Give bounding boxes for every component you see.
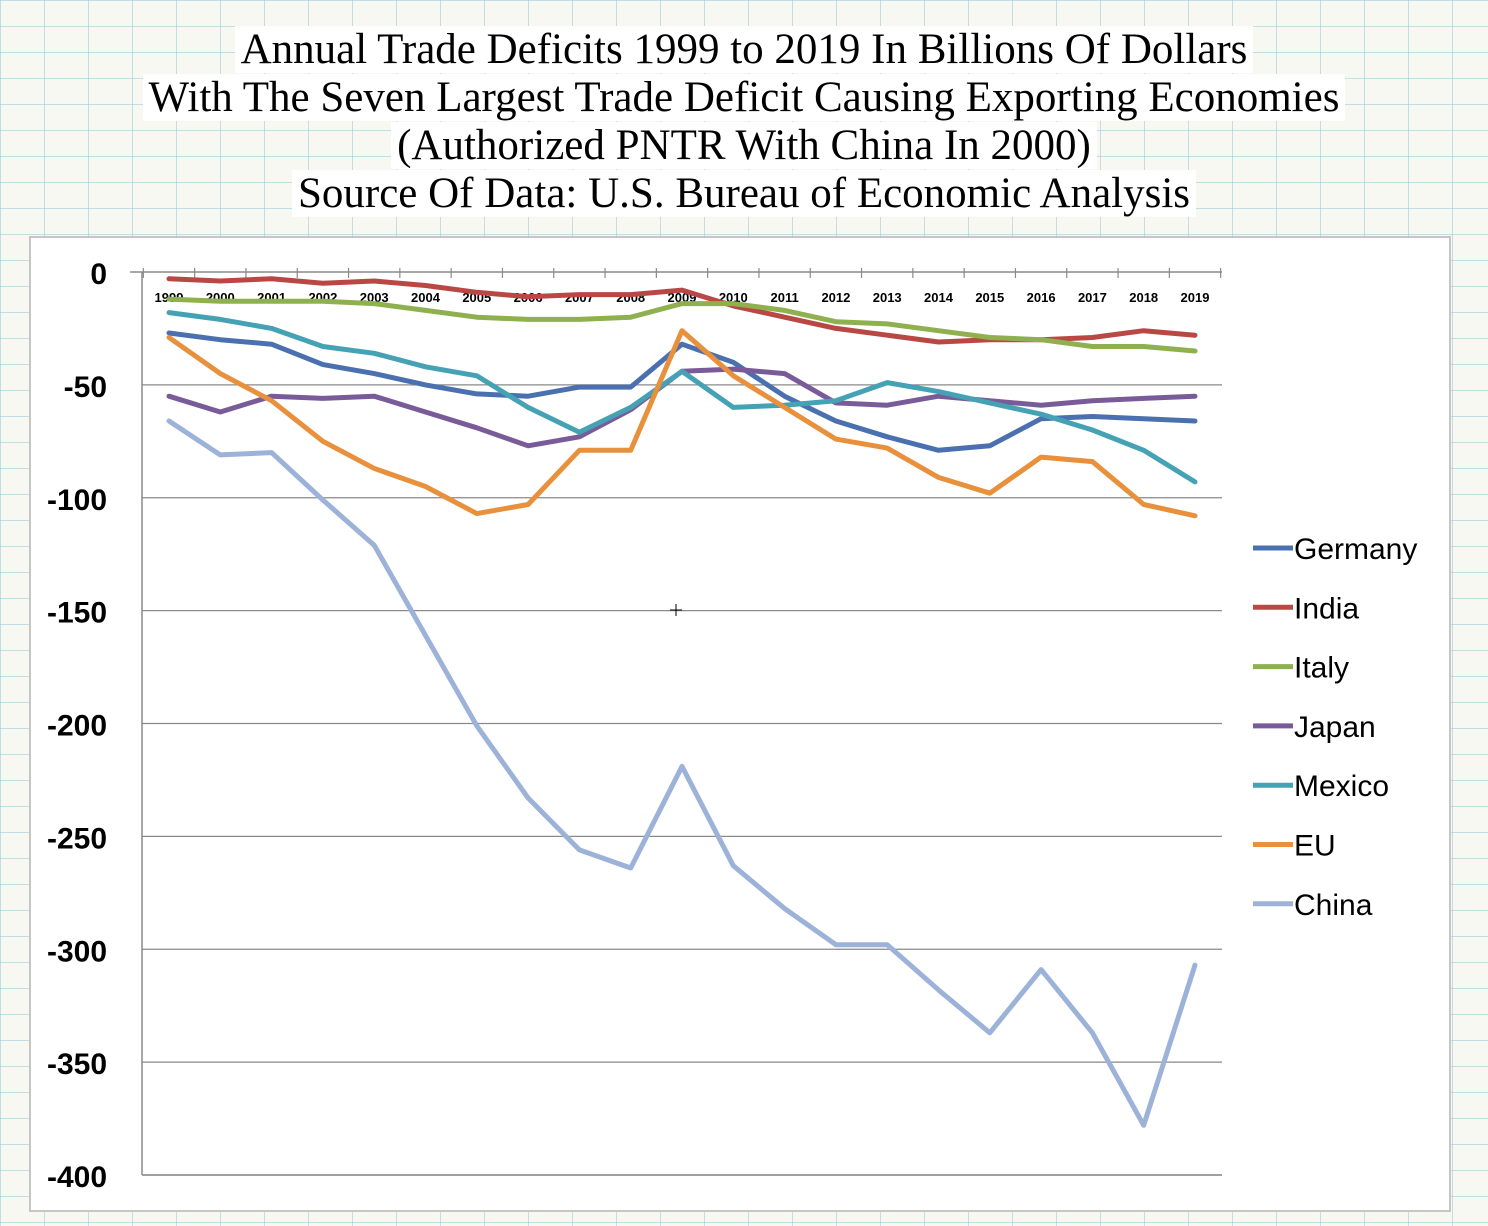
legend-label-eu: EU	[1294, 830, 1336, 863]
x-tick-label: 2018	[1129, 290, 1158, 305]
y-tick-label: -300	[47, 935, 107, 968]
y-tick-label: -200	[47, 710, 107, 743]
y-tick-label: -350	[47, 1048, 107, 1081]
legend: Germany India Italy Japan Mexico EU China	[1253, 533, 1417, 922]
legend-label-japan: Japan	[1294, 711, 1376, 744]
legend-label-germany: Germany	[1294, 533, 1417, 566]
y-tick-label: -100	[47, 484, 107, 517]
series-line-germany	[166, 330, 1198, 453]
x-tick-label: 2013	[873, 290, 902, 305]
x-tick-label: 2016	[1027, 290, 1056, 305]
x-tick-label: 2019	[1181, 290, 1210, 305]
series-line-italy	[166, 296, 1198, 354]
y-tick-label: -250	[47, 822, 107, 855]
x-tick-label: 2004	[411, 290, 441, 305]
x-tick-label: 2017	[1078, 290, 1107, 305]
chart-frame: 0 -50 -100 -150 -200 -250 -300 -350 -400 1999 2000…	[29, 236, 1451, 1212]
series-line-mexico	[166, 310, 1198, 485]
chart-title: Annual Trade Deficits 1999 to 2019 In Bi…	[0, 26, 1488, 218]
series-line-japan	[166, 366, 1198, 449]
title-line-4: Source Of Data: U.S. Bureau of Economic …	[0, 170, 1488, 218]
legend-label-india: India	[1294, 592, 1359, 625]
y-tick-label: -150	[47, 597, 107, 630]
y-tick-label: -400	[47, 1161, 107, 1194]
x-tick-label: 2012	[821, 290, 850, 305]
gridlines	[142, 384, 1222, 1176]
x-tick-label: 2015	[975, 290, 1004, 305]
x-tick-label: 2014	[924, 290, 954, 305]
title-line-2: With The Seven Largest Trade Deficit Cau…	[0, 74, 1488, 122]
series-line-china	[166, 418, 1198, 1128]
legend-label-italy: Italy	[1294, 652, 1349, 685]
title-line-3: (Authorized PNTR With China In 2000)	[0, 122, 1488, 170]
y-tick-label: 0	[90, 258, 107, 291]
y-tick-label: -50	[64, 371, 107, 404]
x-tick-label: 2011	[770, 290, 798, 305]
title-line-1: Annual Trade Deficits 1999 to 2019 In Bi…	[0, 26, 1488, 74]
series-lines	[166, 276, 1198, 1128]
legend-label-mexico: Mexico	[1294, 770, 1389, 803]
legend-label-china: China	[1294, 889, 1373, 922]
series-line-eu	[166, 328, 1198, 519]
